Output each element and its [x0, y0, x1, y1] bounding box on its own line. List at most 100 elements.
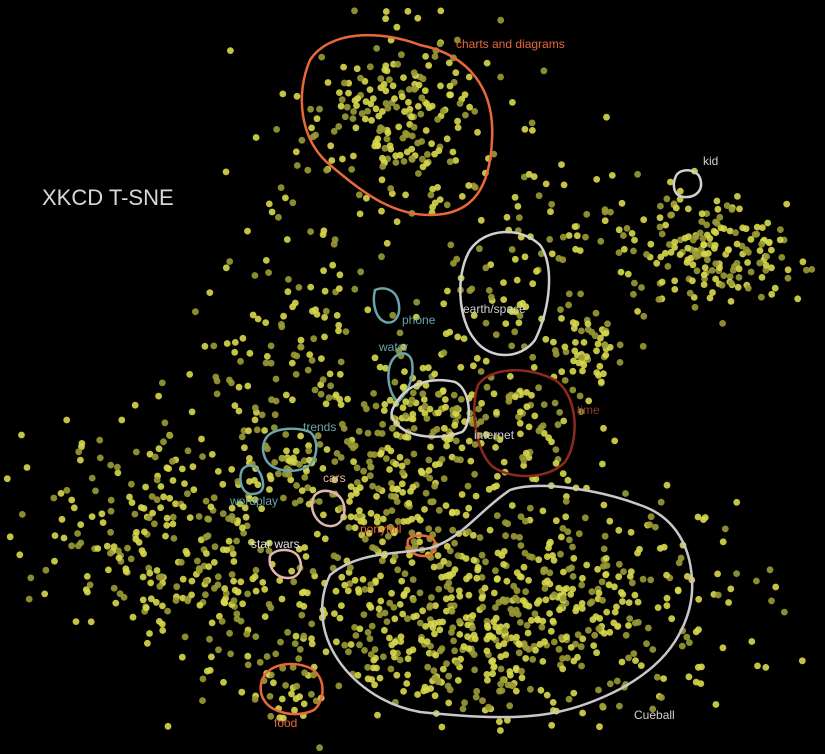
scatter-point — [107, 549, 114, 557]
scatter-point — [289, 199, 297, 207]
scatter-point — [583, 353, 590, 360]
scatter-point — [382, 8, 390, 15]
scatter-point — [236, 500, 244, 508]
scatter-point — [526, 504, 534, 512]
scatter-point — [366, 63, 374, 71]
scatter-point — [601, 341, 609, 349]
scatter-point — [391, 95, 398, 102]
label-cars: cars — [323, 471, 346, 485]
scatter-point — [138, 547, 146, 554]
scatter-point — [440, 475, 448, 483]
scatter-point — [286, 457, 293, 465]
scatter-point — [366, 458, 373, 466]
scatter-point — [516, 419, 524, 427]
scatter-point — [428, 498, 436, 506]
scatter-point — [517, 430, 524, 438]
scatter-point — [223, 546, 231, 554]
scatter-point — [219, 480, 227, 488]
scatter-point — [456, 618, 463, 625]
scatter-point — [243, 630, 251, 638]
scatter-point — [808, 266, 816, 273]
scatter-point — [391, 378, 399, 386]
scatter-point — [488, 658, 495, 665]
scatter-point — [326, 370, 334, 378]
scatter-point — [205, 563, 213, 570]
scatter-point — [565, 695, 573, 703]
scatter-point — [238, 688, 246, 696]
scatter-point — [667, 248, 675, 256]
scatter-point — [343, 438, 351, 445]
scatter-point — [494, 472, 501, 480]
scatter-point — [354, 95, 362, 102]
scatter-point — [140, 505, 148, 512]
scatter-point — [619, 591, 627, 598]
scatter-point — [233, 615, 241, 623]
scatter-point — [41, 590, 49, 598]
scatter-point — [472, 492, 480, 500]
scatter-point — [515, 649, 523, 657]
scatter-point — [712, 218, 719, 226]
scatter-point — [194, 557, 201, 565]
scatter-point — [450, 391, 458, 399]
scatter-point — [649, 646, 657, 653]
scatter-point — [759, 224, 766, 232]
scatter-point — [541, 638, 548, 646]
scatter-point — [290, 351, 298, 359]
scatter-point — [521, 253, 529, 261]
scatter-point — [369, 482, 376, 490]
scatter-point — [268, 396, 275, 404]
scatter-point — [208, 619, 216, 627]
scatter-point — [297, 336, 305, 344]
scatter-point — [371, 142, 379, 150]
scatter-point — [341, 113, 349, 121]
scatter-point — [27, 574, 35, 582]
scatter-point — [671, 238, 679, 246]
scatter-point — [471, 184, 479, 191]
scatter-point — [415, 170, 422, 177]
scatter-point — [563, 633, 570, 641]
scatter-point — [498, 687, 506, 694]
scatter-point — [146, 450, 154, 458]
scatter-point — [190, 486, 198, 494]
scatter-point — [640, 216, 648, 224]
scatter-point — [370, 451, 378, 458]
scatter-point — [88, 513, 96, 520]
scatter-point — [361, 115, 369, 123]
scatter-point — [513, 276, 521, 284]
scatter-point — [408, 113, 415, 121]
scatter-point — [655, 296, 663, 303]
scatter-point — [535, 384, 542, 392]
scatter-point — [602, 329, 610, 337]
scatter-point — [435, 618, 443, 626]
scatter-point — [139, 596, 147, 604]
scatter-point — [347, 483, 355, 490]
scatter-point — [762, 266, 770, 274]
scatter-point — [465, 73, 473, 81]
scatter-point — [442, 403, 449, 411]
scatter-point — [179, 575, 187, 583]
scatter-point — [493, 575, 501, 583]
scatter-point — [497, 16, 505, 24]
scatter-point — [570, 554, 578, 562]
scatter-point — [346, 498, 353, 505]
scatter-point — [600, 424, 607, 432]
scatter-point — [424, 663, 432, 671]
scatter-point — [177, 558, 185, 566]
scatter-point — [618, 199, 626, 207]
scatter-point — [210, 342, 218, 350]
scatter-point — [620, 232, 627, 239]
scatter-point — [428, 594, 435, 601]
scatter-point — [478, 551, 486, 559]
scatter-point — [578, 581, 586, 589]
scatter-point — [446, 82, 454, 90]
scatter-point — [313, 115, 321, 123]
scatter-point — [597, 237, 605, 245]
scatter-point — [221, 585, 229, 592]
scatter-point — [399, 489, 407, 496]
scatter-point — [420, 396, 428, 403]
scatter-point — [558, 634, 565, 641]
scatter-point — [578, 605, 586, 612]
scatter-point — [435, 562, 443, 570]
scatter-point — [323, 446, 331, 453]
scatter-point — [181, 633, 189, 641]
